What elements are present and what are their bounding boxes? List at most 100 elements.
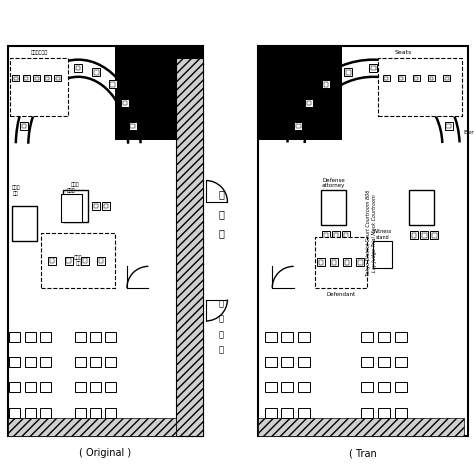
Bar (346, 70, 351, 74)
Bar (294, 122, 302, 130)
Bar (25, 408, 36, 418)
Bar (445, 76, 448, 80)
Bar (361, 408, 373, 418)
Bar (105, 357, 116, 367)
Bar (420, 231, 428, 239)
Bar (35, 76, 39, 80)
Bar (395, 408, 407, 418)
Text: 図: 図 (218, 228, 224, 238)
Bar (23, 75, 30, 81)
Bar (298, 408, 310, 418)
Bar (344, 233, 348, 237)
Bar (94, 204, 98, 208)
Bar (264, 382, 277, 392)
Bar (40, 81, 48, 89)
Bar (102, 202, 110, 210)
Bar (319, 260, 323, 264)
Bar (332, 231, 340, 239)
Bar (332, 260, 337, 264)
Text: 裁判官
椅子: 裁判官 椅子 (11, 185, 20, 196)
Bar (282, 408, 293, 418)
Text: 書記席: 書記席 (71, 182, 80, 187)
Bar (264, 331, 277, 342)
Bar (9, 382, 20, 392)
Bar (298, 382, 310, 392)
Bar (56, 68, 64, 76)
Bar (321, 190, 346, 226)
Bar (258, 46, 342, 140)
Bar (258, 46, 468, 436)
Bar (24, 76, 28, 80)
Bar (322, 231, 330, 239)
Bar (378, 357, 390, 367)
Bar (296, 124, 301, 128)
Bar (110, 82, 115, 87)
Bar (115, 46, 203, 140)
Bar (345, 260, 349, 264)
Text: Defendant: Defendant (327, 292, 356, 297)
Bar (76, 66, 81, 71)
Bar (428, 75, 435, 81)
Bar (434, 99, 442, 107)
Bar (443, 75, 450, 81)
Bar (12, 75, 19, 81)
Bar (374, 241, 392, 268)
Bar (317, 258, 325, 266)
Bar (305, 99, 313, 107)
Bar (56, 76, 60, 80)
Text: Defense
attorney: Defense attorney (322, 177, 345, 188)
Bar (44, 75, 51, 81)
Bar (64, 256, 73, 264)
Text: 証言台: 証言台 (67, 188, 76, 193)
Bar (394, 68, 402, 76)
Bar (58, 70, 62, 74)
Bar (298, 331, 310, 342)
Bar (29, 101, 34, 105)
Bar (74, 64, 82, 72)
Bar (330, 258, 338, 266)
Bar (14, 76, 18, 80)
Bar (9, 408, 20, 418)
Bar (105, 382, 116, 392)
Bar (378, 331, 390, 342)
Bar (8, 46, 203, 436)
Bar (334, 233, 338, 237)
Bar (412, 233, 417, 237)
Bar (27, 99, 35, 107)
Bar (324, 82, 328, 87)
Bar (40, 331, 51, 342)
Bar (90, 408, 101, 418)
Bar (370, 64, 377, 72)
Bar (46, 76, 49, 80)
Text: Seats: Seats (394, 50, 411, 55)
Bar (90, 382, 101, 392)
Bar (105, 331, 116, 342)
Bar (74, 331, 86, 342)
Bar (50, 258, 55, 263)
Bar (9, 331, 20, 342)
Bar (40, 382, 51, 392)
Bar (94, 70, 99, 74)
Bar (395, 382, 407, 392)
Bar (40, 408, 51, 418)
Text: 席: 席 (219, 330, 224, 339)
Bar (25, 331, 36, 342)
Bar (74, 357, 86, 367)
Bar (378, 58, 462, 116)
Bar (123, 101, 128, 105)
Bar (322, 81, 330, 89)
Bar (20, 122, 28, 130)
Bar (258, 419, 464, 436)
Bar (264, 357, 277, 367)
Bar (410, 231, 418, 239)
Bar (41, 233, 115, 288)
Bar (33, 75, 40, 81)
Bar (48, 256, 56, 264)
Bar (371, 66, 376, 71)
Bar (82, 258, 87, 263)
Text: 被告席
椅子: 被告席 椅子 (74, 255, 82, 266)
Text: Witness
stand: Witness stand (374, 229, 392, 240)
Bar (447, 124, 451, 128)
Bar (282, 357, 293, 367)
Bar (383, 75, 390, 81)
